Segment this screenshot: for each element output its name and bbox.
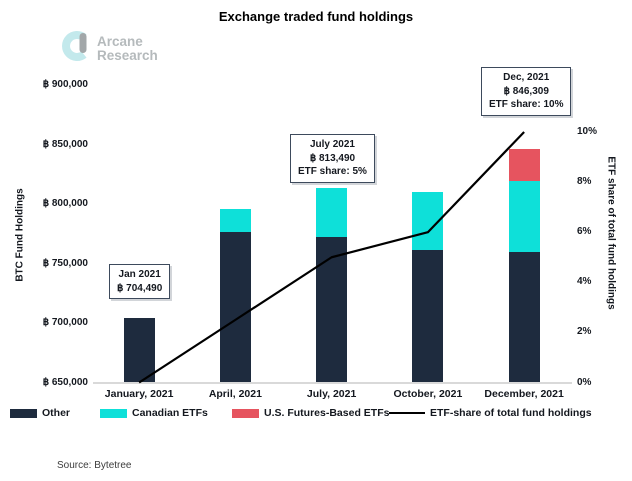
x-axis-category-label: July, 2021 xyxy=(306,388,357,400)
bar-segment-other xyxy=(508,251,540,383)
source-caption: Source: Bytetree xyxy=(57,460,132,471)
x-axis-category-label: April, 2021 xyxy=(208,388,262,400)
annotation-jan-2021: Jan 2021 ฿ 704,490 xyxy=(109,264,171,299)
bar-segment-other xyxy=(412,249,444,383)
left-axis-tick-label: ฿ 800,000 xyxy=(42,198,88,209)
bar-segment-other xyxy=(316,237,348,383)
annotation-line: ETF share: 10% xyxy=(489,99,564,110)
legend-color-swatch xyxy=(232,408,259,418)
annotation-line: ฿ 846,309 xyxy=(503,85,549,97)
left-axis-tick-label: ฿ 900,000 xyxy=(42,79,88,90)
annotation-line: ฿ 704,490 xyxy=(117,282,163,294)
x-axis-category-label: October, 2021 xyxy=(393,388,463,400)
x-axis-category-label: December, 2021 xyxy=(484,388,564,400)
bar-segment-other xyxy=(123,317,155,383)
legend-color-swatch xyxy=(10,408,37,418)
bar-segment-canadian-etfs xyxy=(508,181,540,252)
bar-segment-other xyxy=(219,231,251,383)
legend-item-etf-share-of-total-fund-holdings: ETF-share of total fund holdings xyxy=(389,407,592,419)
annotation-july-2021: July 2021 ฿ 813,490 ETF share: 5% xyxy=(290,134,375,183)
bar-segment-canadian-etfs xyxy=(316,187,348,238)
legend-line-swatch xyxy=(389,411,425,415)
legend-item-canadian-etfs: Canadian ETFs xyxy=(100,407,208,419)
annotation-line: July 2021 xyxy=(309,139,355,150)
legend-label: Other xyxy=(42,407,71,419)
left-axis-tick-label: ฿ 850,000 xyxy=(42,138,88,150)
right-axis-tick-label: 8% xyxy=(577,176,592,188)
right-axis-tick-label: 6% xyxy=(577,226,592,238)
legend-label: ETF-share of total fund holdings xyxy=(430,407,592,419)
legend-label: Canadian ETFs xyxy=(132,407,208,419)
annotation-line: Dec, 2021 xyxy=(503,72,550,83)
legend-item-other: Other xyxy=(10,407,70,419)
right-axis-tick-label: 10% xyxy=(577,126,598,137)
annotation-dec-2021: Dec, 2021 ฿ 846,309 ETF share: 10% xyxy=(481,67,572,116)
chart-title: Exchange traded fund holdings xyxy=(218,9,414,24)
bar-segment-canadian-etfs xyxy=(412,192,444,250)
legend-color-swatch xyxy=(100,408,127,418)
logo-text: Arcane Research xyxy=(97,33,158,63)
right-axis-tick-label: 2% xyxy=(577,326,592,338)
legend-label: U.S. Futures-Based ETFs xyxy=(264,407,390,419)
legend-item-u-s-futures-based-etfs: U.S. Futures-Based ETFs xyxy=(232,407,389,419)
bar-segment-u-s-futures-based-etfs xyxy=(508,148,540,182)
annotation-line: ฿ 813,490 xyxy=(309,152,356,164)
x-axis-category-label: January, 2021 xyxy=(104,388,174,400)
right-axis-tick-label: 4% xyxy=(577,276,592,288)
bar-segment-canadian-etfs xyxy=(219,208,251,232)
legend: Other Canadian ETFs U.S. Futures-Based ETF… xyxy=(0,407,632,427)
annotation-line: Jan 2021 xyxy=(118,269,161,280)
arcane-research-logo: Arcane Research xyxy=(60,30,158,67)
right-axis-title: ETF share of total fund holdings xyxy=(605,156,617,310)
left-axis-tick-label: ฿ 750,000 xyxy=(42,257,88,269)
annotation-line: ETF share: 5% xyxy=(298,166,367,177)
right-axis-tick-label: 0% xyxy=(577,376,592,388)
logo-text-line1: Arcane xyxy=(97,33,143,49)
left-axis-tick-label: ฿ 700,000 xyxy=(42,317,88,328)
left-axis-tick-label: ฿ 650,000 xyxy=(42,376,88,388)
arcane-logo-icon xyxy=(60,30,90,67)
logo-text-line2: Research xyxy=(97,47,158,63)
